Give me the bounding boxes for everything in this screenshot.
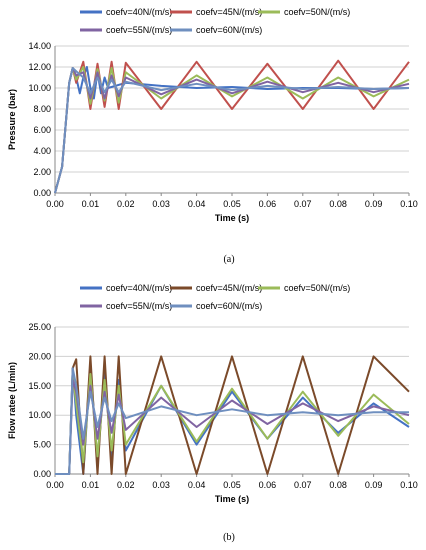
y-tick-label: 2.00 bbox=[33, 167, 51, 177]
y-tick-label: 8.00 bbox=[33, 104, 51, 114]
chart-panel-a: 0.00 2.00 4.00 6.00 8.00 10.00 12.00 14.00 0.00 0… bbox=[7, 7, 418, 265]
legend-label: coefv=45N/(m/s) bbox=[196, 7, 262, 17]
x-tick-label: 0.09 bbox=[365, 480, 383, 490]
y-tick-label: 4.00 bbox=[33, 146, 51, 156]
x-tick-label: 0.00 bbox=[46, 480, 64, 490]
legend-label: coefv=50N/(m/s) bbox=[284, 283, 350, 293]
y-tick-label: 5.00 bbox=[33, 440, 51, 450]
x-tick-label: 0.05 bbox=[223, 480, 241, 490]
y-tick-label: 14.00 bbox=[28, 41, 51, 51]
legend-label: coefv=40N/(m/s) bbox=[106, 7, 172, 17]
x-tick-label: 0.01 bbox=[82, 480, 100, 490]
series-line-3 bbox=[55, 373, 410, 475]
x-tick-label: 0.10 bbox=[400, 199, 418, 209]
y-tick-label: 12.00 bbox=[28, 62, 51, 72]
x-tick-label: 0.10 bbox=[400, 480, 418, 490]
x-tick-label: 0.09 bbox=[365, 199, 383, 209]
y-axis-title: Pressure (bar) bbox=[7, 89, 17, 150]
legend-label: coefv=60N/(m/s) bbox=[196, 301, 262, 311]
y-tick-label: 0.00 bbox=[33, 469, 51, 479]
x-tick-label: 0.08 bbox=[329, 480, 347, 490]
legend-label: coefv=60N/(m/s) bbox=[196, 25, 262, 35]
legend-label: coefv=55N/(m/s) bbox=[106, 25, 172, 35]
legend-label: coefv=45N/(m/s) bbox=[196, 283, 262, 293]
x-tick-label: 0.00 bbox=[46, 199, 64, 209]
legend-label: coefv=50N/(m/s) bbox=[284, 7, 350, 17]
y-tick-label: 6.00 bbox=[33, 125, 51, 135]
y-tick-label: 0.00 bbox=[33, 188, 51, 198]
y-tick-label: 25.00 bbox=[28, 322, 51, 332]
series-line-5 bbox=[55, 367, 409, 475]
x-tick-label: 0.04 bbox=[188, 480, 206, 490]
x-tick-label: 0.07 bbox=[294, 480, 312, 490]
x-tick-label: 0.02 bbox=[117, 199, 135, 209]
panel-caption: (a) bbox=[223, 254, 234, 265]
x-tick-label: 0.03 bbox=[152, 199, 170, 209]
y-axis-title: Flow ratee (L/min) bbox=[7, 362, 17, 439]
series-line-1 bbox=[55, 364, 410, 475]
series-line-2 bbox=[55, 355, 410, 475]
x-axis-title: Time (s) bbox=[215, 213, 249, 223]
x-tick-label: 0.01 bbox=[82, 199, 100, 209]
y-tick-label: 10.00 bbox=[28, 83, 51, 93]
x-tick-label: 0.02 bbox=[117, 480, 135, 490]
x-tick-label: 0.07 bbox=[294, 199, 312, 209]
chart-panel-b: 0.00 5.00 10.00 15.00 20.00 25.00 0.00 0.01 0.02… bbox=[7, 283, 418, 543]
x-tick-label: 0.06 bbox=[259, 480, 277, 490]
y-tick-label: 15.00 bbox=[28, 381, 51, 391]
x-tick-label: 0.05 bbox=[223, 199, 241, 209]
panel-caption: (b) bbox=[223, 532, 235, 543]
legend-label: coefv=40N/(m/s) bbox=[106, 283, 172, 293]
y-tick-label: 10.00 bbox=[28, 410, 51, 420]
x-tick-label: 0.06 bbox=[259, 199, 277, 209]
x-tick-label: 0.03 bbox=[152, 480, 170, 490]
x-tick-label: 0.08 bbox=[329, 199, 347, 209]
series-line-5 bbox=[54, 67, 410, 194]
x-axis-title: Time (s) bbox=[215, 494, 249, 504]
legend-label: coefv=55N/(m/s) bbox=[106, 301, 172, 311]
x-tick-label: 0.04 bbox=[188, 199, 206, 209]
y-tick-label: 20.00 bbox=[28, 351, 51, 361]
